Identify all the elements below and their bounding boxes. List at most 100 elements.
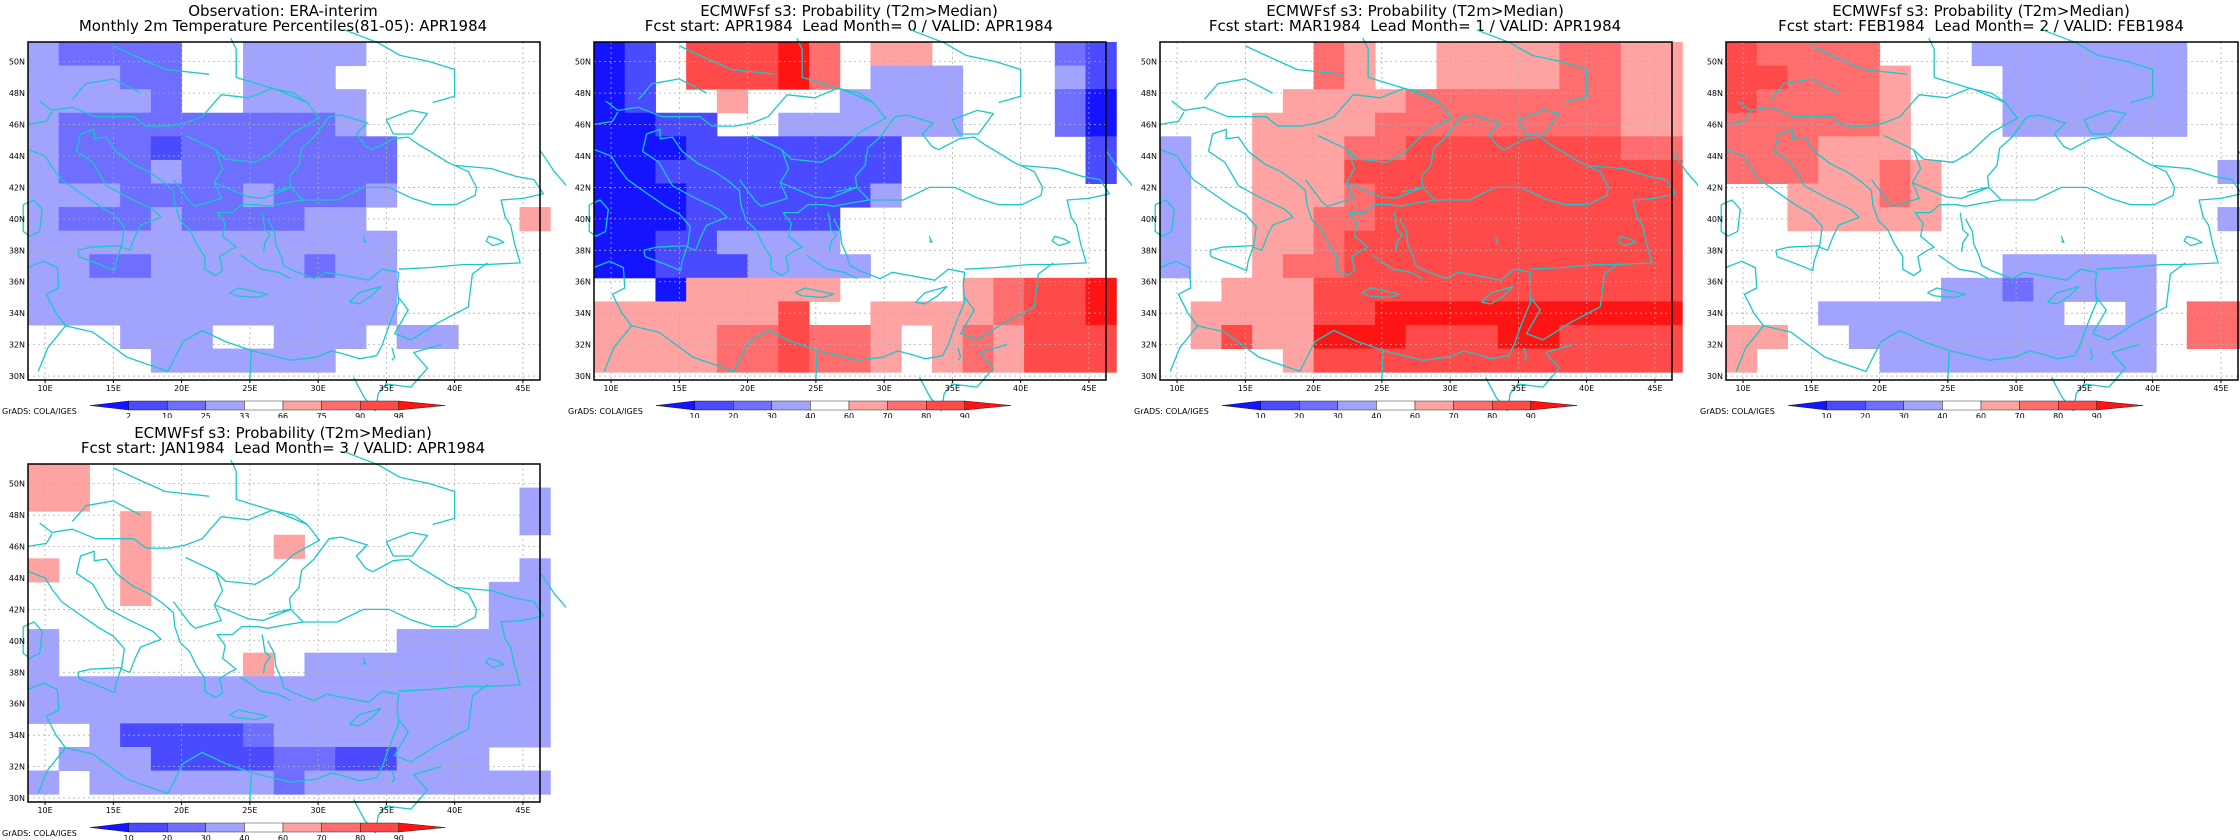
grid-cell bbox=[304, 348, 336, 373]
grid-cell bbox=[181, 254, 213, 279]
grid-cell bbox=[1528, 324, 1560, 350]
grid-cell bbox=[1590, 254, 1622, 279]
grid-cell bbox=[1085, 324, 1117, 350]
grid-cell bbox=[594, 136, 626, 161]
colorbar-label: 30 bbox=[1333, 412, 1343, 418]
grid-cell bbox=[212, 746, 244, 772]
grid-cell bbox=[716, 183, 749, 208]
colorbar-segment bbox=[398, 822, 446, 833]
x-tick-label: 40E bbox=[447, 384, 462, 393]
colorbar-segment bbox=[887, 400, 927, 411]
grid-cell bbox=[1085, 65, 1117, 90]
coastline bbox=[1775, 244, 1821, 272]
grid-cell bbox=[519, 676, 551, 701]
colorbar-label: 20 bbox=[162, 834, 172, 840]
grid-cell bbox=[1528, 159, 1560, 184]
grid-cell bbox=[1941, 324, 1973, 350]
grid-cell bbox=[89, 42, 121, 67]
grid-cell bbox=[839, 324, 871, 350]
y-tick-label: 48N bbox=[9, 511, 25, 520]
grid-cell bbox=[181, 348, 213, 373]
grid-cell bbox=[181, 324, 213, 350]
grid-cell bbox=[150, 324, 183, 350]
x-tick-label: 15E bbox=[106, 384, 121, 393]
coastline bbox=[588, 199, 609, 237]
grid-cell bbox=[1910, 348, 1942, 373]
coastline bbox=[1793, 87, 2019, 163]
x-tick-label: 45E bbox=[1647, 384, 1662, 393]
colorbar-segment bbox=[398, 400, 446, 411]
y-tick-label: 46N bbox=[1707, 121, 1723, 130]
coastline bbox=[385, 531, 429, 557]
grid-cell bbox=[243, 65, 275, 90]
grid-cell bbox=[1313, 277, 1345, 302]
coastline bbox=[1617, 235, 1637, 247]
y-tick-label: 48N bbox=[575, 89, 591, 98]
y-tick-label: 34N bbox=[575, 309, 591, 318]
y-tick-label: 32N bbox=[1707, 341, 1723, 350]
grads-credit: GrADS: COLA/IGES bbox=[2, 407, 77, 416]
x-tick-label: 15E bbox=[672, 384, 687, 393]
coastline bbox=[540, 572, 566, 609]
coastline bbox=[239, 254, 292, 280]
grid-cell bbox=[1818, 301, 1850, 326]
grid-cell bbox=[1971, 42, 2003, 67]
grid-cell bbox=[1879, 136, 1911, 161]
y-tick-label: 46N bbox=[1141, 121, 1157, 130]
coastline bbox=[1773, 128, 1966, 277]
grid-cell bbox=[1848, 183, 1881, 208]
coastline bbox=[959, 262, 1054, 341]
graticule bbox=[28, 464, 540, 802]
grid-cell bbox=[1787, 159, 1819, 184]
grid-cell bbox=[809, 65, 841, 90]
coastline bbox=[362, 235, 367, 244]
grid-cell bbox=[28, 487, 60, 512]
grid-cell bbox=[120, 511, 152, 536]
coastline bbox=[39, 100, 96, 118]
coastline bbox=[795, 287, 835, 299]
grid-cell bbox=[747, 65, 779, 90]
coastline bbox=[345, 451, 456, 526]
grid-cell bbox=[1375, 159, 1407, 184]
grid-cell bbox=[519, 770, 551, 795]
grid-cell bbox=[716, 324, 749, 350]
grid-cell bbox=[120, 301, 152, 326]
x-tick-label: 35E bbox=[1511, 384, 1526, 393]
grid-cell bbox=[28, 159, 60, 184]
grid-cell bbox=[1467, 348, 1499, 373]
grid-cell bbox=[1528, 277, 1560, 302]
y-tick-label: 40N bbox=[1141, 215, 1157, 224]
x-tick-label: 45E bbox=[515, 806, 530, 815]
grid-cell bbox=[1651, 159, 1683, 184]
grid-cell bbox=[594, 348, 626, 373]
grid-cell bbox=[2033, 277, 2065, 302]
grid-cells bbox=[1726, 42, 2240, 373]
colorbar-label: 80 bbox=[355, 834, 365, 840]
grid-cell bbox=[2217, 207, 2240, 232]
grid-cell bbox=[1848, 324, 1881, 350]
y-tick-label: 48N bbox=[1141, 89, 1157, 98]
grid-cell bbox=[1528, 207, 1560, 232]
x-tick-label: 30E bbox=[2009, 384, 2024, 393]
grid-cell bbox=[747, 183, 779, 208]
grid-cell bbox=[1620, 324, 1653, 350]
grid-cell bbox=[655, 230, 687, 255]
grid-cell bbox=[1085, 42, 1117, 67]
grid-cell bbox=[1467, 324, 1499, 350]
coastline bbox=[1928, 37, 2006, 104]
x-tick-label: 20E bbox=[174, 384, 189, 393]
colorbar-label: 80 bbox=[921, 412, 931, 418]
y-tick-label: 38N bbox=[1141, 246, 1157, 255]
coastline bbox=[1477, 29, 1588, 104]
grid-cell bbox=[1405, 324, 1437, 350]
grid-cell bbox=[1436, 65, 1468, 90]
grid-cell bbox=[488, 652, 521, 677]
grid-cell bbox=[58, 746, 90, 772]
grid-cell bbox=[716, 42, 749, 67]
grid-cell bbox=[273, 324, 305, 350]
grid-cell bbox=[1818, 159, 1850, 184]
x-tick-label: 30E bbox=[311, 384, 326, 393]
grid-cell bbox=[1054, 324, 1087, 350]
grid-cell bbox=[1590, 136, 1622, 161]
grid-cell bbox=[58, 159, 90, 184]
